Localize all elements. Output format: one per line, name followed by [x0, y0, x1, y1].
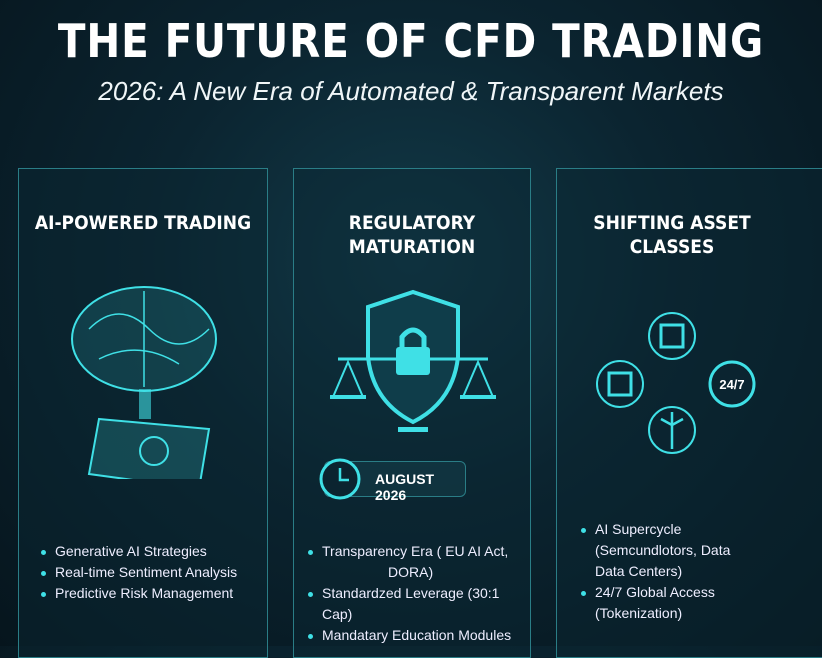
panel-title: SHIFTING ASSET CLASSES [569, 211, 776, 259]
brain-tablet-icon [71, 286, 217, 479]
panel-asset-classes: SHIFTING ASSET CLASSES 24/7 AI Supercycl… [556, 168, 822, 658]
list-item: Predictive Risk Management [39, 583, 237, 604]
panel-title: AI-POWERED TRADING [34, 212, 252, 234]
title-line: CLASSES [629, 236, 715, 258]
panel-regulatory: REGULATORY MATURATION AUGUST 2026 Transp… [293, 168, 531, 658]
list-item: Transparency Era ( EU AI Act, [306, 541, 530, 562]
chip-icon [596, 360, 644, 408]
badge-label: AUGUST 2026 [375, 471, 435, 503]
feature-list: Transparency Era ( EU AI Act, DORA) Stan… [306, 541, 530, 646]
title-line: REGULATORY [348, 212, 476, 234]
title-line: SHIFTING ASSET [593, 212, 751, 234]
shield-lock-scales-icon [330, 289, 496, 432]
panel-ai-trading: AI-POWERED TRADING Generative AI Strateg… [18, 168, 268, 658]
24-7-label: 24/7 [719, 377, 744, 392]
feature-list: AI Supercycle (Semcundlotors, Data Data … [579, 519, 730, 624]
list-item: 24/7 Global Access [579, 582, 730, 603]
list-item: Generative AI Strategies [39, 541, 237, 562]
date-badge: AUGUST 2026 [319, 458, 466, 503]
subtitle: 2026: A New Era of Automated & Transpare… [98, 76, 724, 106]
panel-title: REGULATORY MATURATION [306, 211, 518, 259]
title-line: MATURATION [348, 236, 476, 258]
feature-list: Generative AI Strategies Real-time Senti… [39, 541, 237, 604]
list-item-continuation: DORA) [388, 564, 434, 580]
clock-icon [319, 458, 361, 500]
wind-turbine-icon [648, 406, 696, 454]
list-item: Standardzed Leverage (30:1 Cap) [306, 583, 530, 625]
list-item: Real-time Sentiment Analysis [39, 562, 237, 583]
list-item-continuation: (Semcundlotors, Data [595, 542, 731, 558]
list-item: Mandatary Education Modules [306, 625, 530, 646]
24-7-icon: 24/7 [708, 360, 756, 408]
list-item-continuation: (Tokenization) [595, 605, 683, 621]
list-item-continuation: Data Centers) [595, 563, 683, 579]
main-title: THE FUTURE OF CFD TRADING [57, 14, 765, 68]
chip-icon [648, 312, 696, 360]
list-item: AI Supercycle [579, 519, 730, 540]
